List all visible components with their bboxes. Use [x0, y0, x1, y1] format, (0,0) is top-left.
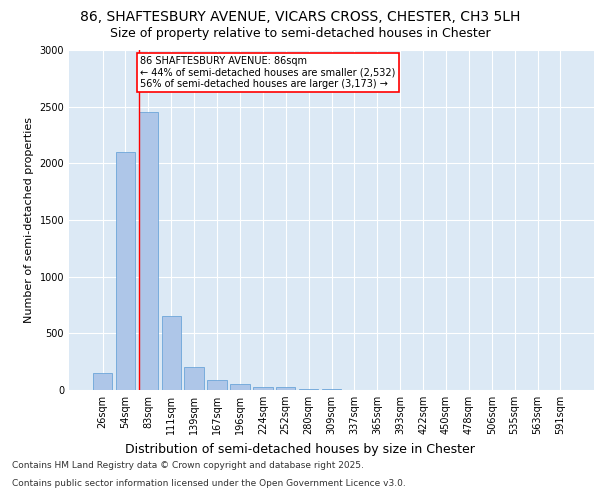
Y-axis label: Number of semi-detached properties: Number of semi-detached properties	[24, 117, 34, 323]
Bar	[116, 152, 135, 390]
Bar	[139, 112, 158, 390]
Bar	[230, 384, 250, 390]
Bar	[161, 316, 181, 390]
Text: Contains HM Land Registry data © Crown copyright and database right 2025.: Contains HM Land Registry data © Crown c…	[12, 461, 364, 470]
Text: Contains public sector information licensed under the Open Government Licence v3: Contains public sector information licen…	[12, 478, 406, 488]
Bar	[184, 368, 204, 390]
Text: 86, SHAFTESBURY AVENUE, VICARS CROSS, CHESTER, CH3 5LH: 86, SHAFTESBURY AVENUE, VICARS CROSS, CH…	[80, 10, 520, 24]
Bar	[208, 380, 227, 390]
Text: Size of property relative to semi-detached houses in Chester: Size of property relative to semi-detach…	[110, 28, 490, 40]
Bar	[93, 373, 112, 390]
Bar	[253, 386, 272, 390]
Text: 86 SHAFTESBURY AVENUE: 86sqm
← 44% of semi-detached houses are smaller (2,532)
5: 86 SHAFTESBURY AVENUE: 86sqm ← 44% of se…	[140, 56, 396, 89]
Text: Distribution of semi-detached houses by size in Chester: Distribution of semi-detached houses by …	[125, 442, 475, 456]
Bar	[276, 387, 295, 390]
